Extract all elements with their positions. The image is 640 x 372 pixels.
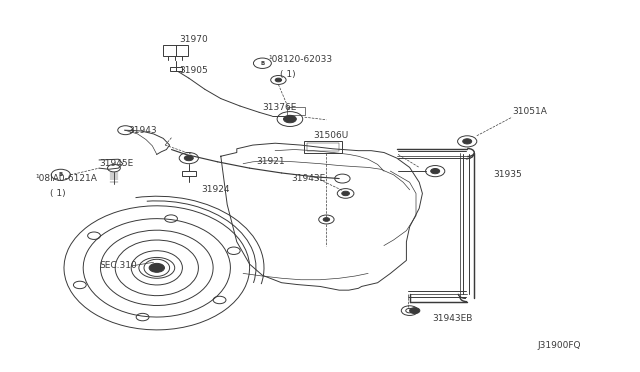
Text: SEC.310: SEC.310 <box>99 262 137 270</box>
Text: 31924: 31924 <box>202 185 230 194</box>
Text: J31900FQ: J31900FQ <box>538 341 581 350</box>
Text: 31970: 31970 <box>179 35 208 44</box>
Text: B: B <box>260 61 264 66</box>
Circle shape <box>323 218 330 221</box>
Text: ¹08120-62033: ¹08120-62033 <box>269 55 333 64</box>
Circle shape <box>463 139 472 144</box>
Text: 31943: 31943 <box>128 126 157 135</box>
Text: 31943E: 31943E <box>291 174 326 183</box>
Text: 31921: 31921 <box>256 157 285 166</box>
Circle shape <box>342 191 349 196</box>
Circle shape <box>184 155 193 161</box>
Circle shape <box>431 169 440 174</box>
Text: ( 1): ( 1) <box>280 70 296 79</box>
Bar <box>287 107 305 115</box>
Text: 31376E: 31376E <box>262 103 297 112</box>
Bar <box>307 143 339 151</box>
Bar <box>163 45 188 56</box>
Bar <box>182 171 196 176</box>
Circle shape <box>284 115 296 123</box>
Text: 31905: 31905 <box>179 66 208 75</box>
Text: 31051A: 31051A <box>512 107 547 116</box>
Circle shape <box>275 78 282 82</box>
Bar <box>304 141 342 153</box>
Circle shape <box>149 263 164 272</box>
Text: 31935: 31935 <box>493 170 522 179</box>
Text: ¹08IA0-6121A: ¹08IA0-6121A <box>35 174 97 183</box>
Bar <box>170 67 182 71</box>
Text: 31943EB: 31943EB <box>432 314 472 323</box>
Text: ( 1): ( 1) <box>50 189 65 198</box>
Text: 31945E: 31945E <box>99 159 134 168</box>
Text: B: B <box>59 172 63 177</box>
Text: 31506U: 31506U <box>314 131 349 140</box>
Circle shape <box>410 308 420 314</box>
